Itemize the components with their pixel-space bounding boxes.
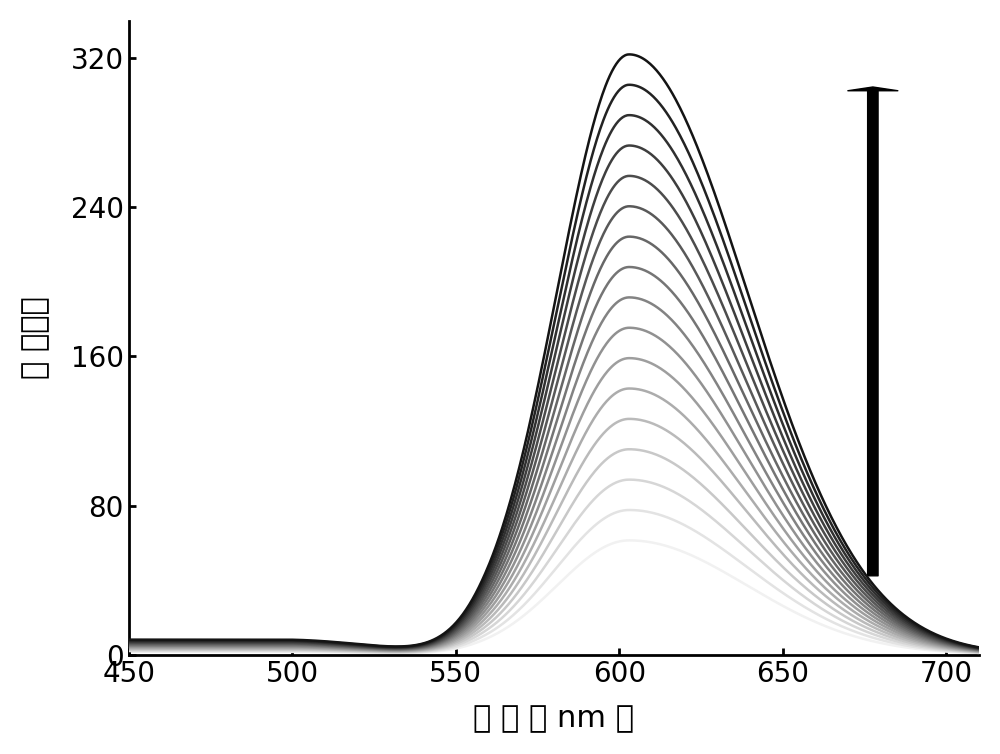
X-axis label: 波 长 （ nm ）: 波 长 （ nm ）: [473, 704, 634, 733]
Y-axis label: 发 光强度: 发 光强度: [21, 296, 50, 379]
